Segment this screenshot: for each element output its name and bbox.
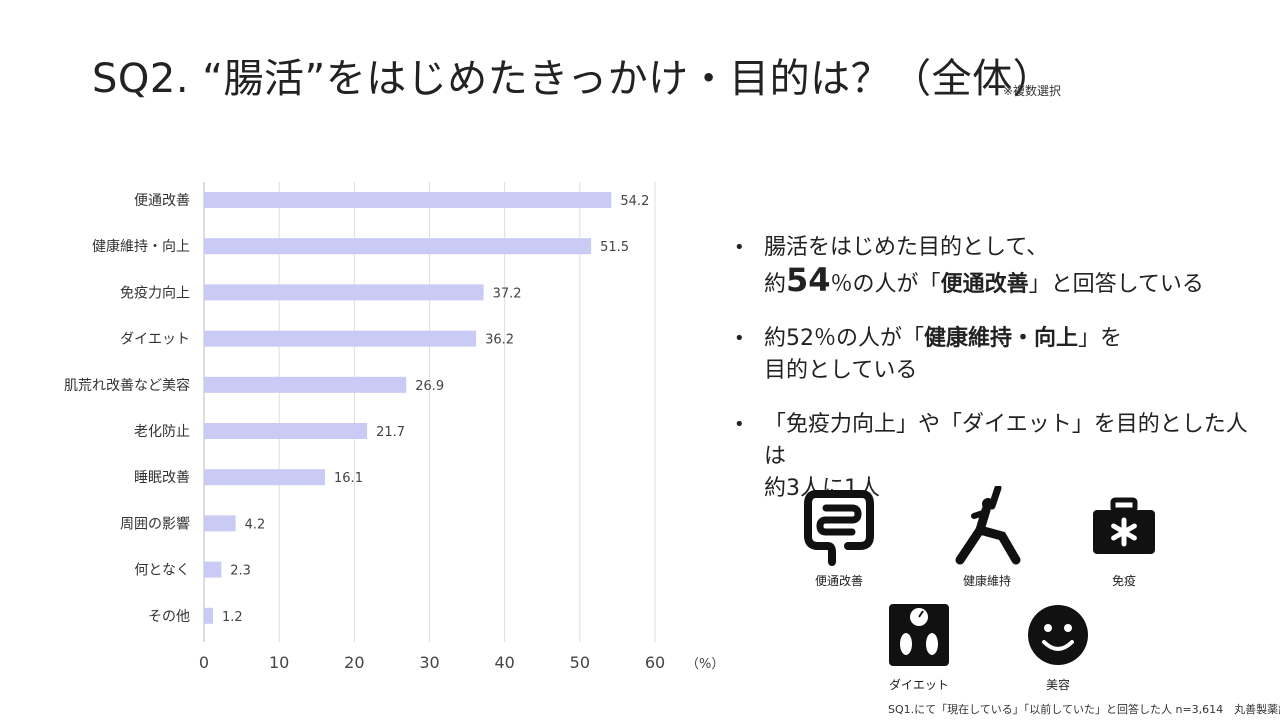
bar-chart: 0 10 20 30 40 50 60 （%） 便通改善 54.2 健康維持・向上 51.5 免疫力向上… (64, 182, 724, 672)
immunity-icon-block: 免疫 (1069, 486, 1179, 589)
category-label: 健康維持・向上 (92, 238, 190, 255)
summary-bullet-1: 腸活をはじめた目的として、 約54％の人が「便通改善」と回答している (732, 232, 1252, 301)
x-tick-label: 30 (419, 653, 439, 672)
bar (204, 238, 592, 255)
x-tick-label: 20 (344, 653, 364, 672)
bar (204, 284, 484, 301)
data-label: 21.7 (376, 425, 405, 440)
beauty-icon-block: 美容 (1003, 600, 1113, 693)
data-label: 2.3 (230, 564, 251, 579)
intestine-label: 便通改善 (814, 574, 863, 588)
bar (204, 192, 612, 208)
category-label: 老化防止 (134, 424, 190, 440)
medical-kit-icon (1093, 497, 1155, 554)
category-label: 睡眠改善 (134, 470, 190, 486)
bar (204, 423, 368, 439)
bullet-1-line-1: 腸活をはじめた目的として、 (764, 235, 1049, 260)
diet-label: ダイエット (889, 678, 949, 692)
data-label: 54.2 (620, 194, 649, 209)
x-tick-label: 0 (199, 653, 209, 672)
category-label: 免疫力向上 (120, 285, 190, 301)
yoga-pose-icon (955, 486, 1021, 565)
data-label: 26.9 (415, 379, 444, 394)
multiple-choice-note: ※複数選択 (1003, 84, 1062, 98)
x-tick-label: 60 (645, 653, 665, 672)
immunity-label: 免疫 (1111, 574, 1136, 588)
smile-icon (1028, 605, 1088, 665)
bullet-1-line-2: 約54％の人が「便通改善」と回答している (764, 261, 1204, 299)
bar (204, 607, 214, 624)
summary-bullets: 腸活をはじめた目的として、 約54％の人が「便通改善」と回答している 約52％の… (732, 232, 1252, 527)
health-icon-block: 健康維持 (932, 486, 1042, 589)
x-tick-label: 10 (269, 653, 289, 672)
page-title: SQ2. “腸活”をはじめたきっかけ・目的は？（全体） (92, 56, 1054, 102)
category-label: その他 (148, 609, 190, 625)
category-label: 便通改善 (134, 193, 190, 209)
weight-scale-icon (889, 604, 949, 666)
diet-icon-block: ダイエット (864, 600, 974, 693)
summary-bullet-2: 約52％の人が「健康維持・向上」を 目的としている (732, 323, 1252, 387)
data-label: 1.2 (222, 610, 243, 625)
x-tick-label: 50 (570, 653, 590, 672)
data-label: 16.1 (334, 471, 363, 486)
data-label: 37.2 (493, 286, 522, 301)
category-label: 何となく (134, 563, 190, 579)
data-label: 36.2 (485, 333, 514, 348)
footnote: SQ1.にて「現在している」「以前していた」と回答した人 n=3,614 丸善製… (888, 703, 1280, 716)
bullet-2-line-1: 約52％の人が「健康維持・向上」を (764, 326, 1123, 351)
category-label: 周囲の影響 (120, 515, 190, 532)
bar (204, 330, 477, 347)
bar (204, 515, 236, 532)
bullet-2-line-2: 目的としている (764, 358, 918, 383)
bar (204, 561, 222, 578)
intestine-icon-block: 便通改善 (784, 486, 894, 589)
bullet-3-line-1: 「免疫力向上」や「ダイエット」を目的とした人は (764, 412, 1248, 469)
bar (204, 469, 326, 486)
intestine-icon (804, 490, 874, 566)
x-axis-unit: （%） (686, 657, 724, 672)
beauty-label: 美容 (1045, 678, 1070, 692)
category-label: 肌荒れ改善など美容 (64, 377, 190, 394)
bar (204, 376, 407, 393)
data-label: 4.2 (245, 517, 266, 532)
data-label: 51.5 (600, 240, 629, 255)
summary-bullet-3: 「免疫力向上」や「ダイエット」を目的とした人は 約3人に1人 (732, 409, 1252, 505)
health-label: 健康維持 (962, 574, 1011, 588)
category-label: ダイエット (120, 332, 190, 348)
x-tick-label: 40 (494, 653, 514, 672)
